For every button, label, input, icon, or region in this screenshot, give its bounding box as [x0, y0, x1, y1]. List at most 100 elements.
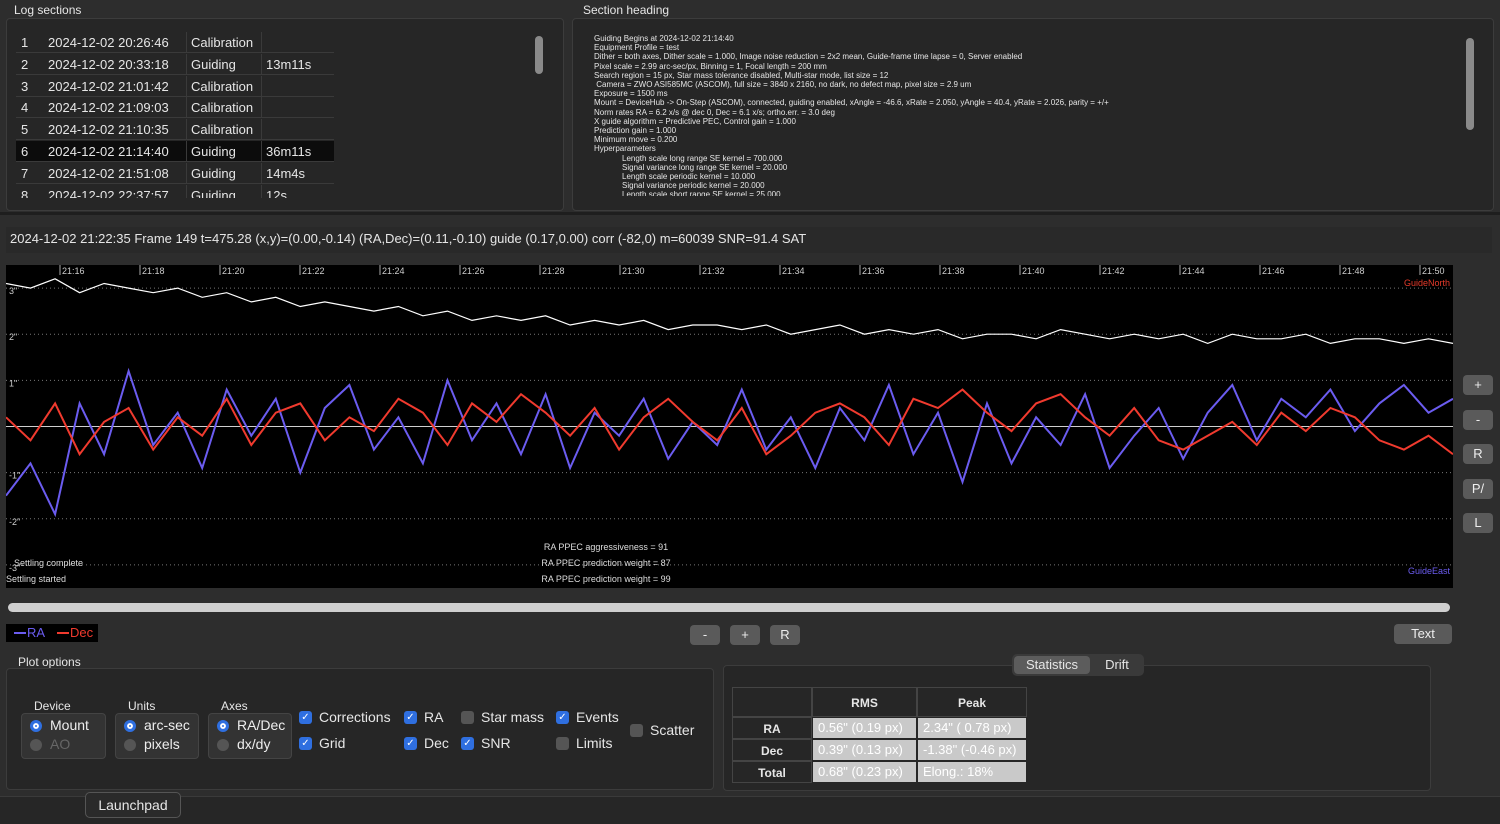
log-row[interactable]: 8 2024-12-02 22:37:57 Guiding 12s — [16, 184, 334, 198]
graph-button[interactable]: L — [1463, 513, 1493, 533]
x-tick-label: 21:24 — [382, 266, 405, 276]
scrollbar[interactable] — [535, 36, 543, 74]
y-tick-label: 2" — [9, 332, 17, 342]
x-tick-label: 21:38 — [942, 266, 965, 276]
x-tick-label: 21:22 — [302, 266, 325, 276]
log-row[interactable]: 2 2024-12-02 20:33:18 Guiding 13m11s — [16, 53, 334, 75]
trace — [6, 367, 1453, 518]
legend-label: RA — [27, 625, 45, 640]
log-row[interactable]: 7 2024-12-02 21:51:08 Guiding 14m4s — [16, 162, 334, 184]
log-row[interactable]: 3 2024-12-02 21:01:42 Calibration — [16, 75, 334, 97]
y-tick-label: 3" — [9, 286, 17, 296]
graph-button[interactable]: P/ — [1463, 478, 1493, 499]
checkbox[interactable]: ✓ — [404, 711, 417, 724]
col-sep — [186, 162, 187, 184]
log-panel — [6, 18, 564, 211]
graph-button[interactable]: R — [1463, 444, 1493, 464]
group-title: Axes — [221, 699, 248, 713]
stats-table: RMS Peak RA 0.56" (0.19 px) 2.34" ( 0.78 px)… — [732, 687, 1032, 783]
col-sep — [261, 32, 262, 53]
heading-line: Signal variance periodic kernel = 20.000 — [622, 181, 765, 191]
radio-label: arc-sec — [144, 717, 190, 733]
panel-title: Plot options — [18, 655, 81, 669]
row-type: Guiding — [191, 144, 236, 159]
x-tick-label: 21:50 — [1422, 266, 1445, 276]
zoom-button[interactable]: + — [730, 625, 760, 645]
row-type: Calibration — [191, 122, 254, 138]
checkbox[interactable] — [630, 724, 643, 737]
x-tick-label: 21:18 — [142, 266, 165, 276]
heading-line: Pixel scale = 2.99 arc-sec/px, Binning =… — [594, 61, 827, 71]
tab[interactable]: Statistics — [1014, 656, 1090, 674]
radio-label: pixels — [144, 736, 180, 752]
heading-line: Signal variance long range SE kernel = 2… — [622, 162, 788, 172]
trace — [6, 278, 1453, 345]
checkbox[interactable]: ✓ — [461, 737, 474, 750]
checkbox-label: SNR — [481, 735, 511, 751]
checkbox-label: Grid — [319, 735, 346, 751]
checkbox[interactable]: ✓ — [404, 737, 417, 750]
col-sep — [186, 119, 187, 141]
stats-row-label: RA — [732, 717, 812, 739]
stats-cell: -1.38" (-0.46 px) — [918, 740, 1026, 760]
scrollbar[interactable] — [1466, 38, 1474, 130]
checkbox-label: Limits — [576, 735, 613, 751]
col-sep — [261, 141, 262, 162]
heading-panel — [572, 18, 1494, 211]
col-sep — [261, 75, 262, 97]
stats-cell: 0.39" (0.13 px) — [813, 740, 916, 760]
stats-row-label: Total — [732, 761, 812, 783]
col-sep — [186, 32, 187, 53]
zoom-button[interactable]: R — [770, 625, 800, 645]
option-group: RA/Dec dx/dy — [208, 713, 292, 759]
row-number: 5 — [21, 122, 29, 138]
checkbox[interactable]: ✓ — [556, 711, 569, 724]
stats-header: RMS — [812, 687, 917, 717]
stats-cell: Elong.: 18% — [918, 762, 1026, 782]
checkbox-label: Dec — [424, 735, 449, 751]
row-duration: 14m4s — [266, 165, 306, 181]
checkbox[interactable] — [461, 711, 474, 724]
row-number: 6 — [21, 144, 29, 159]
tabs: Statistics Drift — [1012, 654, 1144, 676]
graph-button[interactable]: + — [1463, 375, 1493, 395]
scrollbar[interactable] — [8, 603, 1450, 612]
stats-row-label: Dec — [732, 739, 812, 761]
checkbox-label: RA — [424, 709, 444, 725]
graph-button[interactable]: - — [1463, 409, 1493, 430]
radio[interactable] — [30, 720, 42, 732]
x-tick-label: 21:42 — [1102, 266, 1125, 276]
log-row[interactable]: 6 2024-12-02 21:14:40 Guiding 36m11s — [16, 141, 334, 162]
tab[interactable]: Drift — [1105, 657, 1129, 672]
heading-line: Hyperparameters — [594, 144, 656, 154]
graph-buttons: + - R P/L — [1463, 375, 1495, 535]
checkbox-label: Scatter — [650, 722, 695, 738]
annotation: GuideEast — [1408, 566, 1451, 576]
text-button[interactable]: Text — [1394, 624, 1452, 644]
radio[interactable] — [217, 739, 229, 751]
tooltip: Launchpad — [85, 792, 181, 818]
checkbox[interactable]: ✓ — [299, 711, 312, 724]
row-time: 2024-12-02 21:01:42 — [48, 78, 169, 94]
heading-line: Length scale short range SE kernel = 25.… — [622, 190, 781, 196]
checkbox[interactable] — [556, 737, 569, 750]
log-row[interactable]: 1 2024-12-02 20:26:46 Calibration — [16, 32, 334, 53]
log-row[interactable]: 4 2024-12-02 21:09:03 Calibration — [16, 97, 334, 119]
divider — [0, 212, 1500, 215]
col-sep — [261, 184, 262, 198]
radio[interactable] — [124, 720, 136, 732]
checkbox[interactable]: ✓ — [299, 737, 312, 750]
y-tick-label: -3" — [9, 563, 20, 573]
checkbox-label: Events — [576, 709, 619, 725]
log-row[interactable]: 5 2024-12-02 21:10:35 Calibration — [16, 119, 334, 141]
row-number: 3 — [21, 78, 29, 94]
row-time: 2024-12-02 20:33:18 — [48, 56, 169, 72]
radio[interactable] — [124, 739, 136, 751]
col-sep — [261, 162, 262, 184]
x-tick-label: 21:30 — [622, 266, 645, 276]
row-time: 2024-12-02 21:51:08 — [48, 165, 169, 181]
radio[interactable] — [217, 720, 229, 732]
row-type: Calibration — [191, 78, 254, 94]
zoom-button[interactable]: - — [690, 625, 720, 645]
radio-label: AO — [50, 736, 71, 752]
